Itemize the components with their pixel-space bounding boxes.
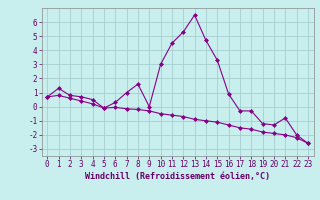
X-axis label: Windchill (Refroidissement éolien,°C): Windchill (Refroidissement éolien,°C) <box>85 172 270 181</box>
